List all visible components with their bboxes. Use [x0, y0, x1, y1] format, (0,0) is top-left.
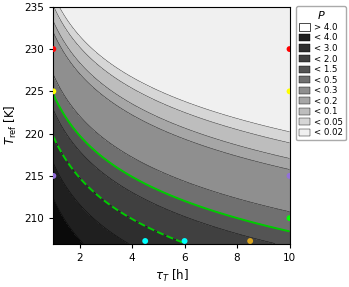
Legend: > 4.0, < 4.0, < 3.0, < 2.0, < 1.5, < 0.5, < 0.3, < 0.2, < 0.1, < 0.05, < 0.02: > 4.0, < 4.0, < 3.0, < 2.0, < 1.5, < 0.5… — [296, 6, 346, 140]
Point — [287, 216, 292, 220]
Point — [182, 239, 187, 243]
Y-axis label: $T_\mathrm{ref}$ [K]: $T_\mathrm{ref}$ [K] — [3, 105, 19, 146]
Point — [247, 239, 253, 243]
Point — [287, 47, 292, 51]
Point — [287, 174, 292, 178]
Point — [51, 47, 56, 51]
Point — [51, 89, 56, 94]
X-axis label: $\tau_T$ [h]: $\tau_T$ [h] — [155, 268, 188, 284]
Point — [287, 89, 292, 94]
Point — [142, 239, 148, 243]
Point — [51, 174, 56, 178]
